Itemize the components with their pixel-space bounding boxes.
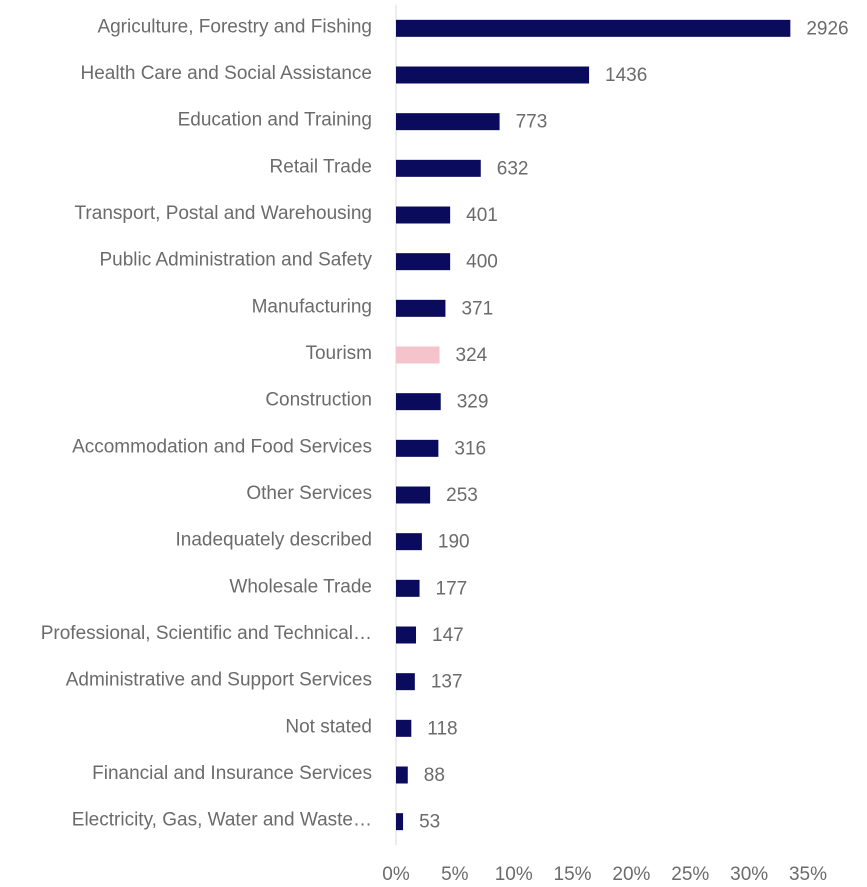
category-label: Retail Trade <box>270 156 372 177</box>
data-label: 190 <box>438 532 470 553</box>
x-tick-label: 15% <box>554 864 592 885</box>
category-label: Accommodation and Food Services <box>72 436 372 457</box>
category-label: Public Administration and Safety <box>100 250 373 271</box>
bar <box>396 346 440 364</box>
bar <box>396 66 590 84</box>
bar <box>396 253 451 271</box>
category-label: Tourism <box>305 343 372 364</box>
data-label: 118 <box>427 718 457 739</box>
x-tick-label: 30% <box>730 864 768 885</box>
x-tick-label: 5% <box>441 864 469 885</box>
category-label: Professional, Scientific and Technical… <box>41 623 372 644</box>
bar <box>396 393 441 411</box>
x-tick-label: 0% <box>382 864 410 885</box>
data-label: 316 <box>454 438 486 459</box>
data-label: 53 <box>419 812 440 833</box>
category-label: Financial and Insurance Services <box>92 763 372 784</box>
category-label: Not stated <box>285 716 372 737</box>
category-label: Electricity, Gas, Water and Waste… <box>72 810 372 831</box>
x-tick-label: 35% <box>789 864 827 885</box>
category-label: Manufacturing <box>252 296 372 317</box>
data-label: 400 <box>466 252 498 273</box>
x-tick-label: 10% <box>495 864 533 885</box>
data-label: 177 <box>436 578 468 599</box>
bar <box>396 673 415 691</box>
category-label: Construction <box>265 390 372 411</box>
category-label: Other Services <box>246 483 372 504</box>
data-label: 329 <box>457 392 489 413</box>
data-label: 773 <box>516 112 548 133</box>
data-label: 324 <box>456 345 488 366</box>
category-label: Wholesale Trade <box>229 576 372 597</box>
bar <box>396 299 446 317</box>
data-label: 371 <box>461 298 493 319</box>
category-label: Inadequately described <box>176 530 372 551</box>
bar <box>396 579 420 597</box>
data-label: 401 <box>466 205 498 226</box>
bar <box>396 813 404 831</box>
bar <box>396 486 431 504</box>
bar <box>396 766 408 784</box>
data-label: 137 <box>431 672 463 693</box>
bar <box>396 533 422 551</box>
bar <box>396 159 481 177</box>
bar <box>396 719 412 737</box>
data-label: 1436 <box>605 65 647 86</box>
category-label: Agriculture, Forestry and Fishing <box>97 16 372 37</box>
bar <box>396 206 451 224</box>
category-label: Education and Training <box>178 110 372 131</box>
category-label: Transport, Postal and Warehousing <box>75 203 372 224</box>
data-label: 147 <box>432 625 464 646</box>
bar <box>396 626 417 644</box>
x-tick-label: 25% <box>671 864 709 885</box>
x-tick-label: 20% <box>612 864 650 885</box>
bar <box>396 19 791 37</box>
data-label: 253 <box>446 485 478 506</box>
data-label: 632 <box>497 158 529 179</box>
category-label: Health Care and Social Assistance <box>81 63 373 84</box>
bar <box>396 113 500 131</box>
category-label: Administrative and Support Services <box>66 670 372 691</box>
data-label: 88 <box>424 765 445 786</box>
data-label: 2926 <box>806 18 848 39</box>
bar <box>396 439 439 457</box>
